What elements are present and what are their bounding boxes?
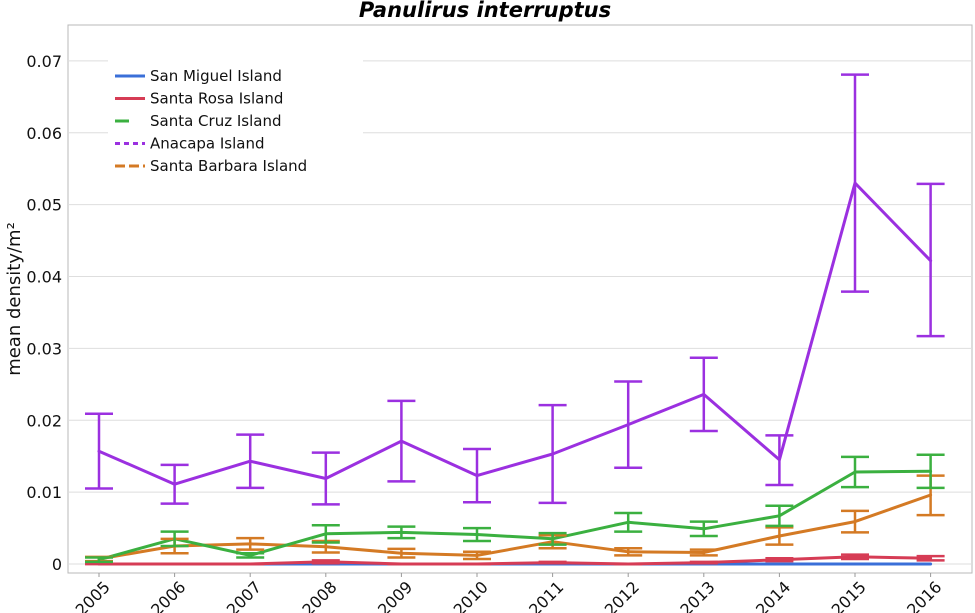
x-tick-label: 2006 (147, 577, 189, 613)
error-bar (765, 434, 794, 487)
error-bar (236, 433, 265, 490)
x-tick-label: 2012 (601, 577, 643, 613)
error-bar (463, 447, 491, 504)
error-bar (841, 73, 869, 293)
legend-label: Santa Cruz Island (150, 112, 281, 130)
error-bar (614, 511, 643, 533)
legend: San Miguel Island Santa Rosa Island Santa … (108, 60, 363, 182)
error-bar (916, 453, 945, 490)
error-bar (689, 548, 718, 557)
y-tick-label: 0.01 (26, 483, 62, 502)
y-tick-labels: 0 0.01 0.02 0.03 0.04 0.05 0.06 0.07 (26, 52, 62, 574)
y-tick-label: 0.03 (26, 339, 62, 358)
series-line-santa-barbara-island (97, 493, 933, 561)
legend-label: San Miguel Island (150, 67, 282, 85)
error-bar (160, 530, 189, 548)
x-tick-label: 2010 (450, 577, 492, 613)
error-bar (765, 557, 794, 563)
x-tick-label: 2011 (525, 577, 567, 613)
data-point (929, 563, 932, 565)
error-bar (387, 399, 416, 483)
error-bars (85, 73, 945, 566)
error-bar (689, 520, 718, 538)
series-line-anacapa-island (97, 181, 933, 486)
y-tick-label: 0.06 (26, 124, 62, 143)
error-bar (160, 463, 189, 505)
x-tick-label: 2007 (223, 577, 265, 613)
x-tick-label: 2009 (374, 577, 416, 613)
error-bar (538, 560, 567, 565)
error-bar (765, 504, 794, 528)
error-bar (765, 526, 794, 546)
error-bar (916, 554, 945, 562)
error-bar (689, 356, 718, 433)
legend-background (108, 60, 363, 182)
error-bar (463, 526, 491, 543)
error-bar (387, 525, 416, 540)
x-tick-label: 2016 (903, 577, 945, 613)
error-bar (841, 553, 869, 561)
error-bar (311, 523, 340, 544)
x-tick-label: 2014 (752, 577, 794, 613)
legend-label: Santa Rosa Island (150, 90, 283, 108)
data-point (854, 563, 856, 565)
error-bar (538, 403, 567, 505)
y-tick-label: 0.07 (26, 52, 62, 71)
error-bar (85, 412, 113, 490)
x-tick-label: 2013 (676, 577, 718, 613)
chart-title: Panulirus interruptus (359, 0, 611, 22)
legend-label: Santa Barbara Island (150, 157, 307, 175)
y-tick-label: 0 (52, 555, 62, 574)
legend-label: Anacapa Island (150, 135, 265, 153)
error-bar (463, 550, 491, 561)
error-bar (841, 509, 869, 534)
data-point (778, 563, 781, 565)
error-bar (311, 451, 340, 506)
y-axis-label: mean density/m² (4, 222, 25, 376)
error-bar (538, 531, 567, 546)
error-bar (85, 556, 113, 564)
x-tick-label: 2008 (298, 577, 340, 613)
x-tick-labels: 2005 2006 2007 2008 2009 2010 2011 2012 2013 2014… (72, 573, 945, 613)
error-bar (614, 380, 643, 469)
error-bar (236, 536, 265, 551)
y-tick-label: 0.05 (26, 196, 62, 215)
error-bar (311, 559, 340, 565)
error-bar (387, 547, 416, 559)
y-tick-label: 0.02 (26, 411, 62, 430)
error-bar (689, 560, 718, 565)
error-bar (841, 455, 869, 489)
error-bar (614, 546, 643, 557)
error-bar (236, 551, 265, 559)
x-tick-label: 2015 (828, 577, 870, 613)
x-tick-label: 2005 (72, 577, 114, 613)
y-tick-label: 0.04 (26, 268, 62, 287)
error-bar (916, 182, 945, 338)
